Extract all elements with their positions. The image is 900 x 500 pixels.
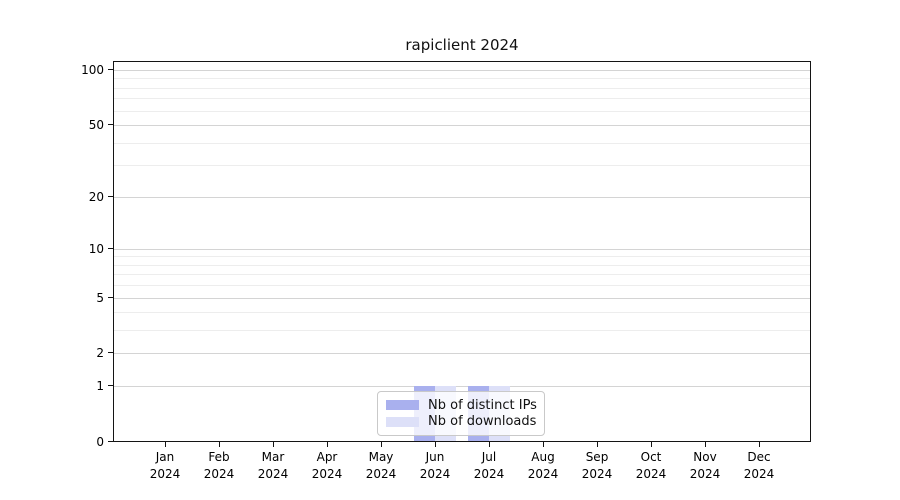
y-gridline-minor (114, 110, 810, 112)
y-gridline-major (114, 196, 810, 198)
y-gridline-minor (114, 312, 810, 314)
legend: Nb of distinct IPs Nb of downloads (377, 391, 545, 436)
x-tick-year: 2024 (527, 467, 559, 481)
x-tick-mark (597, 442, 598, 447)
y-tick-mark (108, 247, 113, 249)
y-tick-label: 0 (96, 435, 104, 449)
y-tick-mark (108, 69, 113, 70)
x-tick-label: May 2024 (351, 449, 411, 483)
y-tick-label: 2 (96, 346, 104, 361)
x-tick-month: Oct (640, 450, 662, 464)
legend-swatch-distinct-ips (386, 400, 419, 411)
x-tick-label: Mar 2024 (243, 449, 303, 483)
x-tick-month: Sep (585, 450, 609, 464)
y-tick-label: 20 (88, 189, 104, 204)
x-tick-month: Jun (425, 450, 445, 464)
x-tick-year: 2024 (149, 467, 181, 481)
x-tick-month: Aug (531, 450, 555, 464)
y-tick-label: 1 (96, 379, 104, 394)
y-gridline-major (114, 386, 810, 388)
y-gridline-minor (114, 264, 810, 266)
x-tick-month: Apr (316, 450, 338, 464)
y-gridline-major (114, 125, 810, 127)
y-tick-mark (108, 124, 113, 126)
x-tick-mark (381, 442, 382, 447)
x-tick-label: Aug 2024 (513, 449, 573, 483)
y-gridline-minor (114, 165, 810, 167)
y-gridline-major (114, 353, 810, 355)
x-tick-month: Mar (261, 450, 285, 464)
y-gridline-major (114, 70, 810, 71)
x-tick-year: 2024 (257, 467, 289, 481)
y-tick-mark (108, 296, 113, 298)
x-tick-year: 2024 (203, 467, 235, 481)
x-tick-month: Dec (747, 450, 771, 464)
x-tick-mark (165, 442, 166, 447)
y-gridline-minor (114, 256, 810, 258)
y-gridline-minor (114, 142, 810, 144)
y-gridline-minor (114, 274, 810, 276)
x-tick-label: Sep 2024 (567, 449, 627, 483)
x-tick-mark (219, 442, 220, 447)
legend-row-downloads: Nb of downloads (386, 414, 536, 430)
y-tick-mark (108, 385, 113, 387)
legend-swatch-downloads (386, 416, 419, 427)
x-tick-year: 2024 (311, 467, 343, 481)
y-gridline-major (114, 297, 810, 299)
x-tick-month: May (368, 450, 394, 464)
y-tick-label: 10 (88, 241, 104, 256)
y-tick-label: 100 (81, 63, 104, 77)
x-tick-mark (651, 442, 652, 447)
x-tick-year: 2024 (473, 467, 505, 481)
y-tick-mark (108, 195, 113, 197)
x-tick-year: 2024 (365, 467, 397, 481)
x-tick-mark (705, 442, 706, 447)
x-tick-mark (543, 442, 544, 447)
legend-row-distinct-ips: Nb of distinct IPs (386, 397, 537, 413)
y-tick-mark (108, 441, 113, 442)
x-tick-month: Jul (481, 450, 497, 464)
y-tick-mark (108, 352, 113, 354)
x-tick-mark (273, 442, 274, 447)
x-tick-label: Jun 2024 (405, 449, 465, 483)
x-tick-mark (435, 442, 436, 447)
x-tick-mark (489, 442, 490, 447)
x-tick-label: Feb 2024 (189, 449, 249, 483)
x-tick-month: Nov (693, 450, 717, 464)
x-tick-label: Apr 2024 (297, 449, 357, 483)
y-gridline-minor (114, 87, 810, 89)
x-tick-year: 2024 (743, 467, 775, 481)
x-tick-year: 2024 (581, 467, 613, 481)
plot-area (113, 61, 811, 442)
y-gridline-minor (114, 98, 810, 100)
chart-title: rapiclient 2024 (405, 36, 519, 54)
y-gridline-major (114, 248, 810, 250)
x-tick-month: Feb (208, 450, 230, 464)
x-tick-month: Jan (155, 450, 175, 464)
x-tick-year: 2024 (419, 467, 451, 481)
x-tick-label: Oct 2024 (621, 449, 681, 483)
legend-label-downloads: Nb of downloads (428, 414, 537, 430)
x-tick-label: Nov 2024 (675, 449, 735, 483)
x-tick-year: 2024 (689, 467, 721, 481)
y-gridline-minor (114, 330, 810, 332)
x-tick-mark (759, 442, 760, 447)
y-gridline-minor (114, 78, 810, 80)
y-tick-label: 50 (88, 118, 104, 133)
x-tick-label: Jan 2024 (135, 449, 195, 483)
x-tick-label: Jul 2024 (459, 449, 519, 483)
x-tick-mark (327, 442, 328, 447)
y-tick-label: 5 (96, 290, 104, 305)
x-tick-label: Dec 2024 (729, 449, 789, 483)
y-gridline-minor (114, 285, 810, 287)
x-tick-year: 2024 (635, 467, 667, 481)
legend-label-distinct-ips: Nb of distinct IPs (428, 397, 537, 413)
